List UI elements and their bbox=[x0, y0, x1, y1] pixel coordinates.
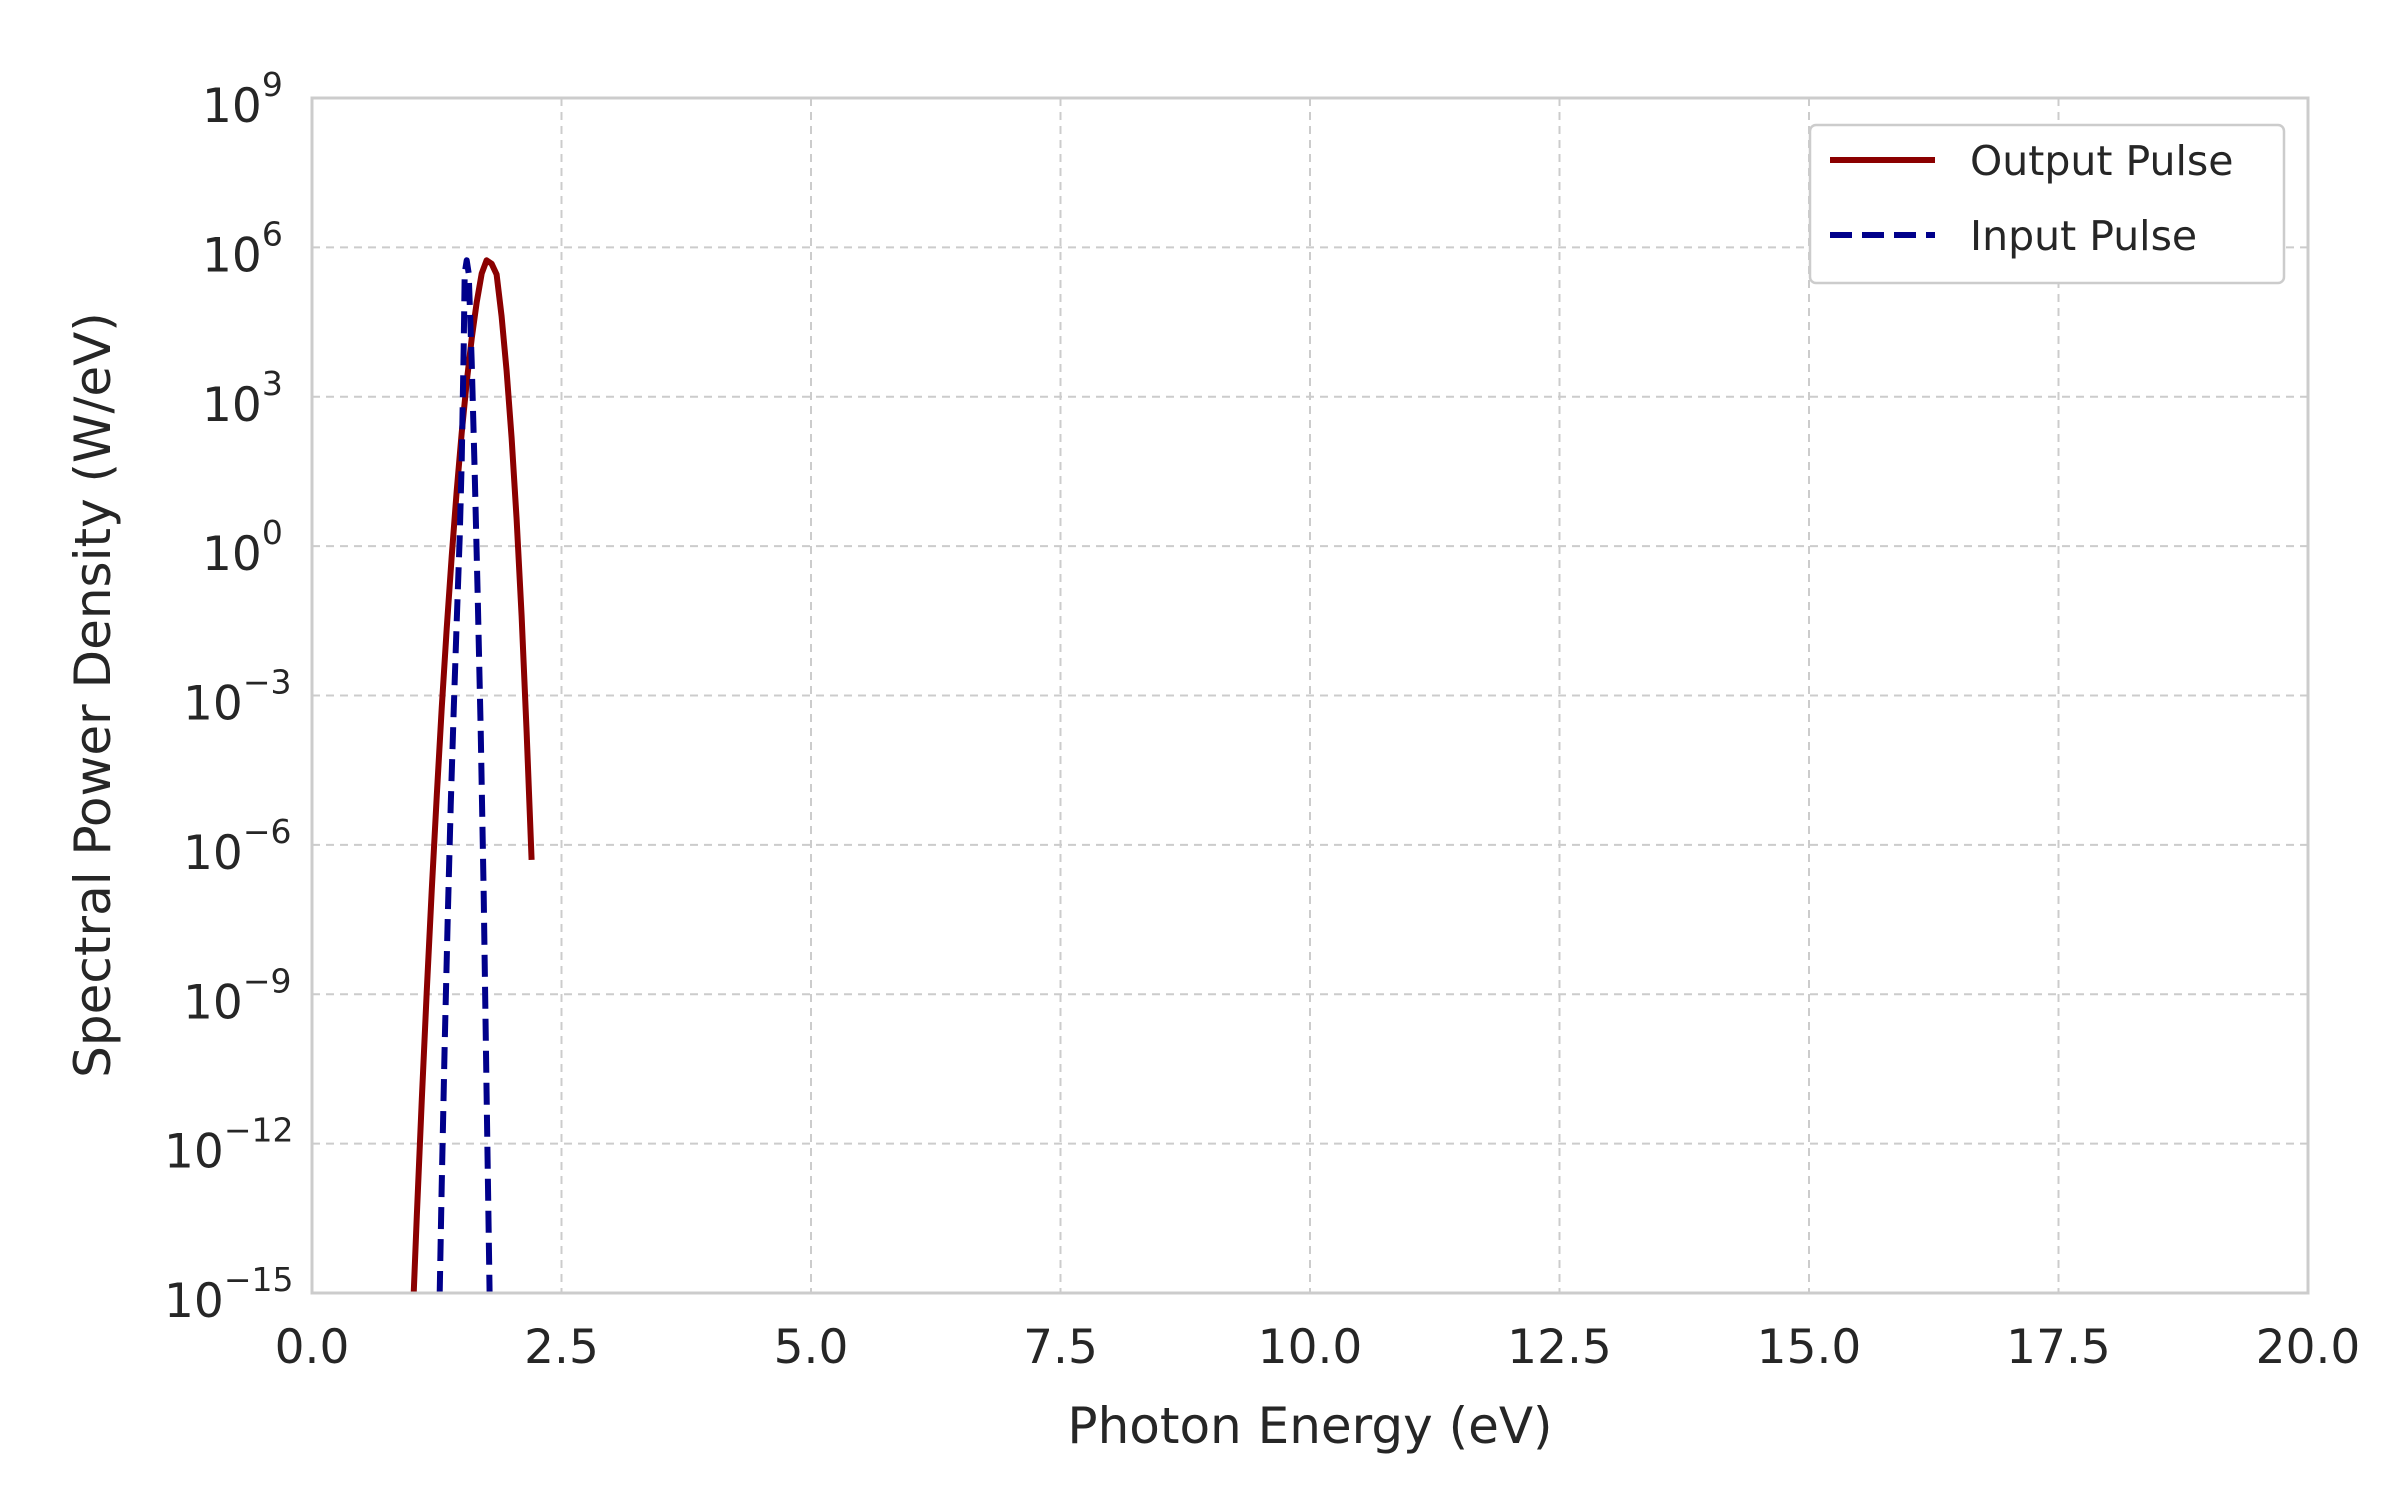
x-tick-label: 10.0 bbox=[1258, 1320, 1363, 1375]
x-tick-label: 17.5 bbox=[2006, 1320, 2111, 1375]
x-tick-labels: 0.0 2.5 5.0 7.5 10.0 12.5 15.0 17.5 20.0 bbox=[275, 1320, 2361, 1375]
y-tick-exponent: −9 bbox=[243, 961, 292, 1000]
y-tick-base: 10 bbox=[164, 1274, 224, 1329]
y-tick-exponent: 3 bbox=[262, 364, 283, 403]
y-tick-label: 106 bbox=[202, 214, 283, 283]
x-tick-label: 12.5 bbox=[1507, 1320, 1612, 1375]
y-axis-label: Spectral Power Density (W/eV) bbox=[64, 312, 122, 1078]
y-tick-label: 10−3 bbox=[183, 663, 291, 732]
y-tick-base: 10 bbox=[202, 79, 262, 134]
y-tick-exponent: −6 bbox=[243, 812, 292, 851]
legend-label-output: Output Pulse bbox=[1970, 137, 2233, 185]
y-tick-base: 10 bbox=[202, 527, 262, 582]
legend: Output Pulse Input Pulse bbox=[1808, 123, 2286, 285]
y-tick-exponent: 6 bbox=[262, 214, 283, 253]
y-tick-label: 10−12 bbox=[164, 1111, 293, 1180]
y-tick-label: 10−15 bbox=[164, 1260, 293, 1329]
grid bbox=[312, 98, 2308, 1293]
y-tick-label: 103 bbox=[202, 364, 283, 433]
x-axis-label: Photon Energy (eV) bbox=[1067, 1397, 1552, 1455]
plot-frame bbox=[310, 96, 2310, 1295]
series-layer bbox=[410, 257, 535, 1293]
x-tick-label: 7.5 bbox=[1023, 1320, 1098, 1375]
x-tick-label: 15.0 bbox=[1757, 1320, 1862, 1375]
y-tick-exponent: −15 bbox=[224, 1260, 294, 1299]
y-tick-base: 10 bbox=[183, 975, 243, 1030]
y-tick-base: 10 bbox=[164, 1125, 224, 1180]
y-tick-label: 100 bbox=[202, 513, 283, 582]
y-tick-exponent: 0 bbox=[262, 513, 283, 552]
y-tick-base: 10 bbox=[183, 826, 243, 881]
y-tick-exponent: −3 bbox=[243, 663, 292, 702]
y-tick-base: 10 bbox=[202, 228, 262, 283]
series-line-output-pulse bbox=[410, 257, 535, 1293]
series-line-input-pulse bbox=[436, 257, 493, 1293]
y-tick-exponent: 9 bbox=[262, 65, 283, 104]
y-tick-base: 10 bbox=[202, 378, 262, 433]
y-tick-label: 109 bbox=[202, 65, 283, 134]
y-tick-exponent: −12 bbox=[224, 1111, 294, 1150]
legend-box bbox=[1808, 123, 2286, 285]
legend-label-input: Input Pulse bbox=[1970, 212, 2197, 260]
x-tick-label: 20.0 bbox=[2256, 1320, 2361, 1375]
y-tick-label: 10−9 bbox=[183, 961, 291, 1030]
x-tick-label: 5.0 bbox=[774, 1320, 849, 1375]
x-tick-label: 0.0 bbox=[275, 1320, 350, 1375]
y-tick-base: 10 bbox=[183, 677, 243, 732]
x-tick-label: 2.5 bbox=[524, 1320, 599, 1375]
y-tick-label: 10−6 bbox=[183, 812, 291, 881]
